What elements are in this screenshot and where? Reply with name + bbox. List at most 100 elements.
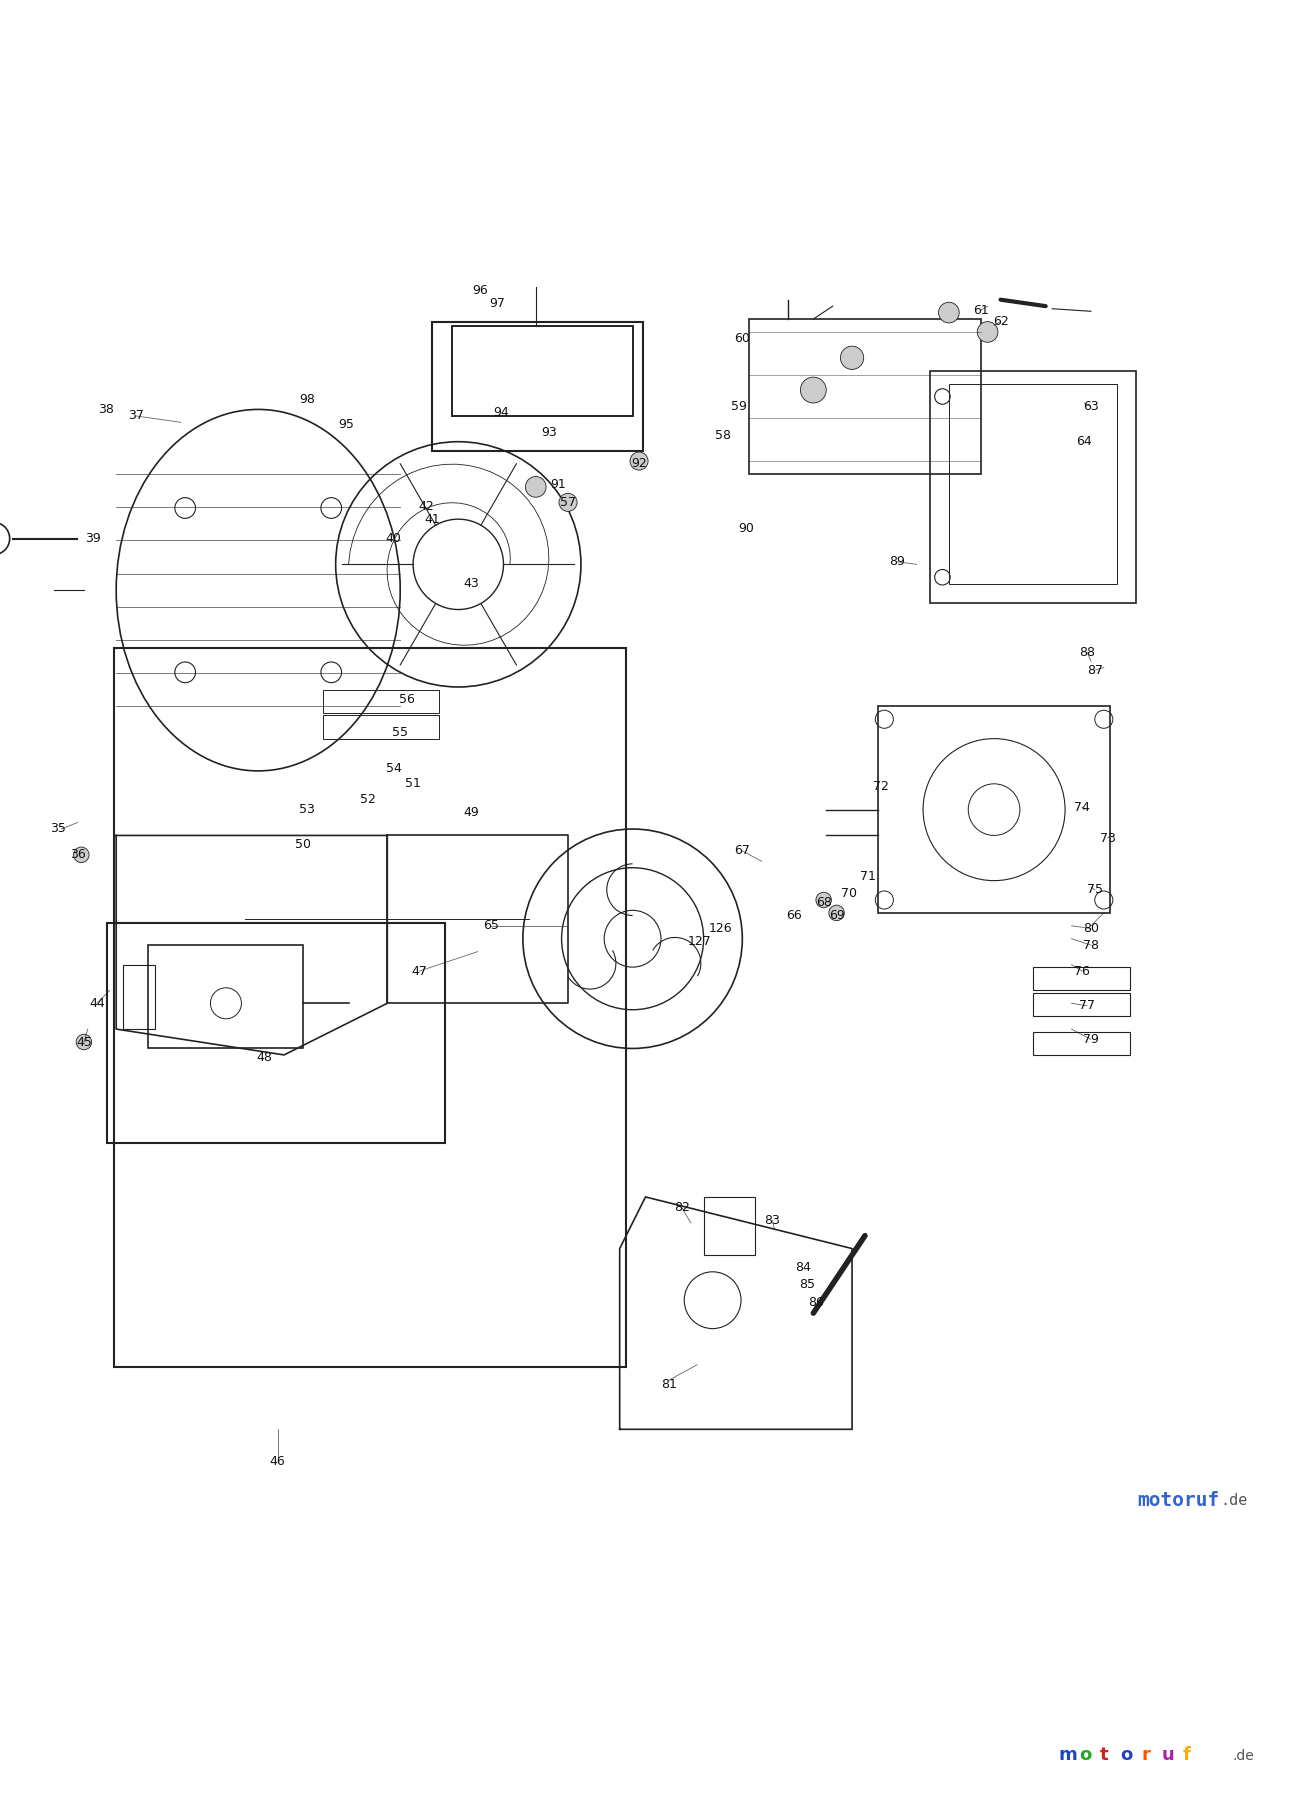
Text: 68: 68 — [816, 896, 831, 909]
Text: 40: 40 — [386, 533, 402, 545]
Bar — [1033, 1031, 1130, 1055]
Bar — [704, 1197, 755, 1255]
Text: 46: 46 — [270, 1454, 285, 1469]
Bar — [452, 326, 633, 416]
Text: 45: 45 — [76, 1035, 92, 1049]
Circle shape — [977, 322, 998, 342]
Text: 65: 65 — [483, 920, 498, 932]
Text: 43: 43 — [463, 578, 479, 590]
Text: 57: 57 — [560, 495, 576, 509]
Text: f: f — [1183, 1746, 1190, 1764]
Text: 88: 88 — [1079, 646, 1095, 659]
Text: 80: 80 — [1083, 922, 1099, 934]
Text: 127: 127 — [688, 934, 711, 949]
Text: 64: 64 — [1077, 436, 1092, 448]
Bar — [1033, 967, 1130, 990]
Text: 81: 81 — [661, 1377, 676, 1391]
Text: 50: 50 — [296, 839, 311, 851]
Text: 90: 90 — [738, 522, 754, 535]
Text: 86: 86 — [808, 1296, 824, 1309]
Text: o: o — [1121, 1746, 1132, 1764]
Text: 54: 54 — [386, 761, 402, 774]
Circle shape — [74, 848, 89, 862]
Text: 59: 59 — [731, 400, 746, 414]
Text: 35: 35 — [50, 823, 66, 835]
Bar — [148, 945, 303, 1048]
Text: 77: 77 — [1079, 999, 1095, 1012]
Bar — [949, 383, 1117, 583]
Bar — [107, 923, 445, 1143]
Circle shape — [800, 378, 826, 403]
Text: 47: 47 — [412, 965, 427, 977]
Text: 87: 87 — [1087, 664, 1103, 677]
Bar — [1033, 994, 1130, 1017]
Circle shape — [816, 893, 831, 907]
Text: m: m — [1059, 1746, 1078, 1764]
Bar — [323, 689, 439, 713]
Text: .de: .de — [1220, 1492, 1247, 1508]
Text: 91: 91 — [550, 477, 565, 491]
Text: 79: 79 — [1083, 1033, 1099, 1046]
Bar — [432, 322, 643, 450]
Text: 96: 96 — [473, 284, 488, 297]
Text: 83: 83 — [764, 1213, 780, 1226]
Text: 126: 126 — [709, 922, 732, 934]
Text: 69: 69 — [829, 909, 844, 922]
Bar — [114, 648, 626, 1368]
Text: 49: 49 — [463, 806, 479, 819]
Text: 70: 70 — [842, 887, 857, 900]
Text: 95: 95 — [338, 418, 354, 432]
Text: 74: 74 — [1074, 801, 1090, 814]
Text: 89: 89 — [889, 554, 905, 569]
Text: r: r — [1141, 1746, 1150, 1764]
Text: 66: 66 — [786, 909, 802, 922]
Text: 97: 97 — [489, 297, 505, 310]
Text: 98: 98 — [300, 392, 315, 405]
Text: 41: 41 — [425, 513, 440, 526]
Circle shape — [840, 346, 864, 369]
Bar — [749, 319, 981, 473]
Circle shape — [939, 302, 959, 322]
Text: 37: 37 — [128, 409, 143, 423]
Text: 63: 63 — [1083, 400, 1099, 414]
Circle shape — [829, 905, 844, 920]
Text: 94: 94 — [493, 405, 509, 419]
Text: 44: 44 — [89, 997, 105, 1010]
Bar — [123, 965, 155, 1030]
Text: 39: 39 — [85, 533, 101, 545]
Text: 85: 85 — [799, 1278, 815, 1291]
Text: 36: 36 — [70, 848, 85, 862]
Text: 82: 82 — [674, 1201, 689, 1213]
Text: 53: 53 — [300, 803, 315, 815]
Text: 55: 55 — [392, 725, 408, 738]
Text: 58: 58 — [715, 428, 731, 441]
Text: u: u — [1162, 1746, 1175, 1764]
Text: 76: 76 — [1074, 965, 1090, 977]
Text: 72: 72 — [873, 779, 888, 792]
Text: 60: 60 — [735, 331, 750, 346]
Text: 75: 75 — [1087, 884, 1103, 896]
Text: t: t — [1100, 1746, 1109, 1764]
Text: 38: 38 — [98, 403, 114, 416]
Bar — [323, 715, 439, 738]
Text: 78: 78 — [1083, 938, 1099, 952]
Circle shape — [630, 452, 648, 470]
Bar — [878, 706, 1110, 913]
Text: 93: 93 — [541, 427, 556, 439]
Circle shape — [559, 493, 577, 511]
Text: 48: 48 — [257, 1051, 272, 1064]
Text: 62: 62 — [993, 315, 1008, 328]
Text: motoruf: motoruf — [1137, 1490, 1220, 1510]
Circle shape — [525, 477, 546, 497]
Text: 52: 52 — [360, 792, 376, 806]
Text: 61: 61 — [973, 304, 989, 317]
Text: 67: 67 — [735, 844, 750, 857]
Text: 71: 71 — [860, 869, 875, 884]
Text: .de: .de — [1233, 1750, 1255, 1764]
Bar — [930, 371, 1136, 603]
Text: o: o — [1079, 1746, 1091, 1764]
Text: 51: 51 — [405, 778, 421, 790]
Text: 92: 92 — [631, 457, 647, 470]
Text: 84: 84 — [795, 1262, 811, 1274]
Text: 73: 73 — [1100, 832, 1115, 844]
